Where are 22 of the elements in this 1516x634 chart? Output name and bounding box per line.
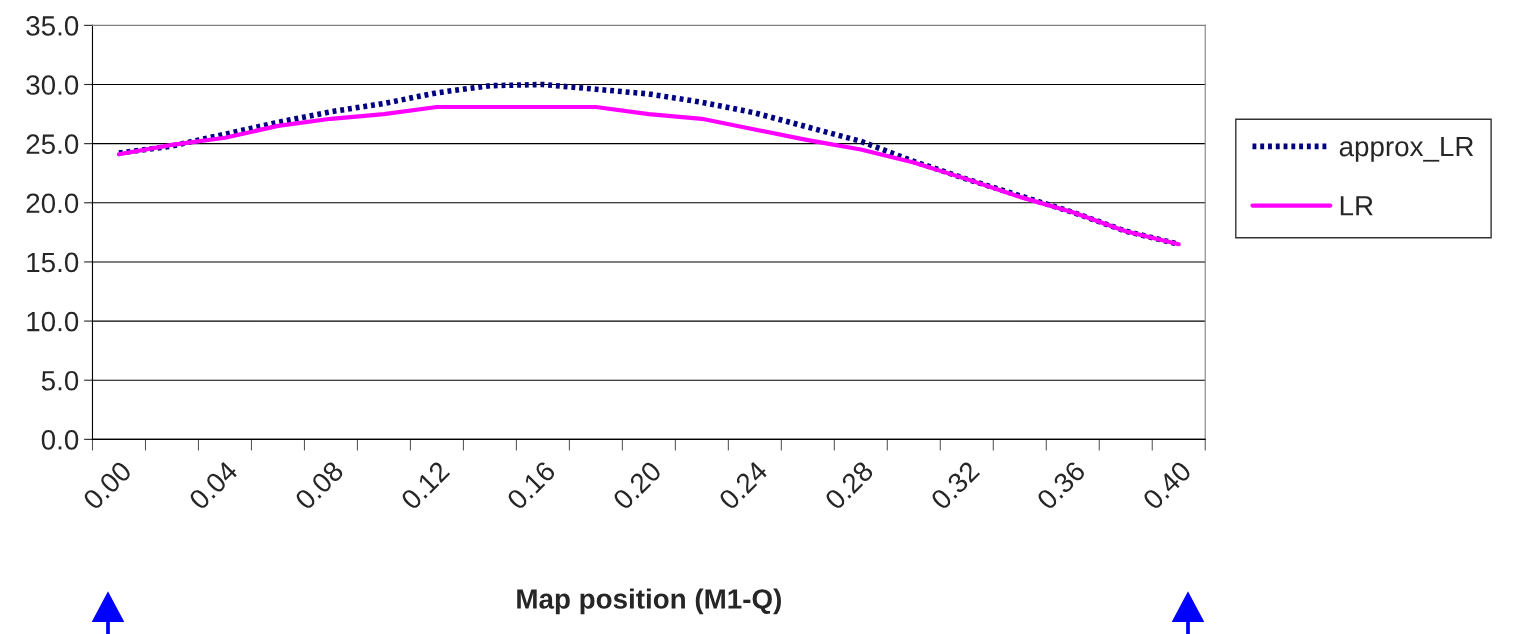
y-tick-label: 35.0 (26, 16, 79, 36)
y-tick-label: 20.0 (26, 193, 79, 214)
y-tick-label: 30.0 (26, 75, 79, 95)
x-tick-label: 0.00 (82, 460, 133, 511)
y-tick-label: 5.0 (41, 370, 79, 391)
x-tick-label: 0.24 (717, 459, 769, 511)
x-tick-label: 0.40 (1141, 460, 1193, 511)
x-tick-label: 0.16 (505, 460, 557, 511)
x-tick-label: 0.12 (399, 460, 451, 511)
y-tick-label: 15.0 (27, 252, 79, 273)
y-tick-label: 10.0 (27, 311, 79, 332)
y-tick-label: 25.0 (26, 134, 79, 154)
x-tick-label: 0.32 (929, 460, 981, 511)
x-axis-title: Map position (M1-Q) (517, 588, 781, 615)
y-tick-label: 0.0 (41, 430, 79, 450)
legend-label: LR (1340, 196, 1373, 216)
x-tick-label: 0.04 (188, 459, 239, 511)
legend-label: approx_LR (1339, 137, 1474, 162)
x-tick-label: 0.28 (823, 460, 875, 511)
x-tick-label: 0.20 (611, 460, 663, 511)
x-tick-label: 0.08 (293, 460, 345, 511)
x-tick-label: 0.36 (1035, 460, 1087, 511)
